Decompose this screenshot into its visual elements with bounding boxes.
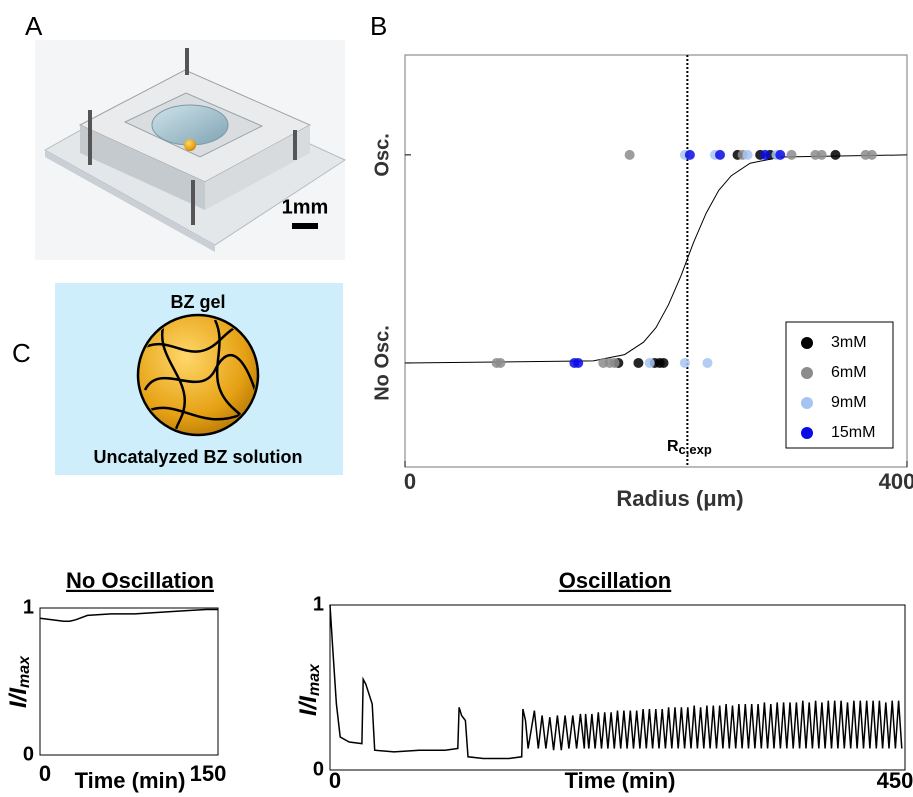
threshold-label-main: R: [667, 438, 679, 455]
data-point: [658, 357, 669, 368]
y-tick-label: 0: [313, 758, 324, 780]
data-point: [775, 149, 786, 160]
legend-label: 6mM: [831, 364, 867, 381]
plate-edge: [45, 150, 215, 252]
solution-label: Uncatalyzed BZ solution: [93, 447, 302, 467]
plot-frame: [404, 54, 908, 468]
gel-bead: [184, 139, 196, 151]
data-point: [816, 149, 827, 160]
scale-bar: [292, 223, 318, 229]
data-point: [830, 149, 841, 160]
data-point: [702, 357, 713, 368]
x-axis-label: Time (min): [75, 768, 186, 793]
y-axis-label: I/Imax: [5, 655, 33, 708]
data-point: [624, 149, 635, 160]
data-point: [715, 149, 726, 160]
data-point: [760, 149, 771, 160]
scale-bar-label: 1mm: [282, 196, 329, 218]
y-axis-label: I/Imax: [295, 663, 323, 716]
y-tick-label: Osc.: [371, 133, 393, 176]
device-drawing: 1mm: [35, 40, 347, 260]
panel-label: C: [12, 338, 31, 368]
data-point: [742, 149, 753, 160]
legend-label: 9mM: [831, 394, 867, 411]
data-point: [609, 357, 620, 368]
data-point: [866, 149, 877, 160]
data-point: [786, 149, 797, 160]
legend-label: 3mM: [831, 334, 867, 351]
data-point: [495, 357, 506, 368]
data-line: [329, 604, 903, 760]
gel-label: BZ gel: [170, 292, 225, 312]
x-tick-label: 400: [879, 469, 913, 494]
legend-swatch: [801, 427, 813, 439]
legend-swatch: [801, 337, 813, 349]
y-tick-label: 0: [23, 743, 34, 765]
x-tick-label: 150: [190, 761, 227, 786]
y-axis-label-sub: max: [16, 655, 33, 688]
plot-frame: [329, 604, 906, 771]
data-point: [644, 357, 655, 368]
y-tick-label: 1: [23, 596, 34, 618]
fit-curve: [404, 154, 908, 364]
legend-swatch: [801, 397, 813, 409]
y-axis-label-sub: max: [306, 663, 323, 696]
chart-title: No Oscillation: [66, 568, 214, 593]
panel-label: A: [25, 11, 43, 41]
x-tick-label: 0: [329, 768, 341, 793]
gel-diagram: BZ gel Uncatalyzed BZ solution: [55, 283, 343, 475]
bolts: [88, 48, 297, 225]
y-tick-label: No Osc.: [371, 325, 393, 401]
data-point: [573, 357, 584, 368]
x-tick-label: 0: [404, 469, 416, 494]
data-point: [684, 149, 695, 160]
y-axis-label-main: I/I: [295, 695, 322, 716]
legend-swatch: [801, 367, 813, 379]
x-axis-label: Radius (μm): [616, 486, 743, 511]
data-point: [633, 357, 644, 368]
threshold-label: Rc,exp: [667, 438, 712, 457]
frame-side: [80, 125, 205, 210]
x-axis-label: Time (min): [565, 768, 676, 793]
frame-side: [205, 125, 310, 210]
plot-frame: [39, 607, 219, 756]
x-tick-label: 450: [877, 768, 913, 793]
data-line: [39, 608, 218, 622]
y-axis-label-main: I/I: [5, 687, 32, 708]
data-point: [679, 357, 690, 368]
chart-title: Oscillation: [559, 568, 671, 593]
legend-label: 15mM: [831, 424, 875, 441]
x-tick-label: 0: [39, 761, 51, 786]
panel-label: B: [370, 11, 387, 41]
y-tick-label: 1: [313, 593, 324, 615]
threshold-label-sub: c,exp: [679, 442, 712, 457]
